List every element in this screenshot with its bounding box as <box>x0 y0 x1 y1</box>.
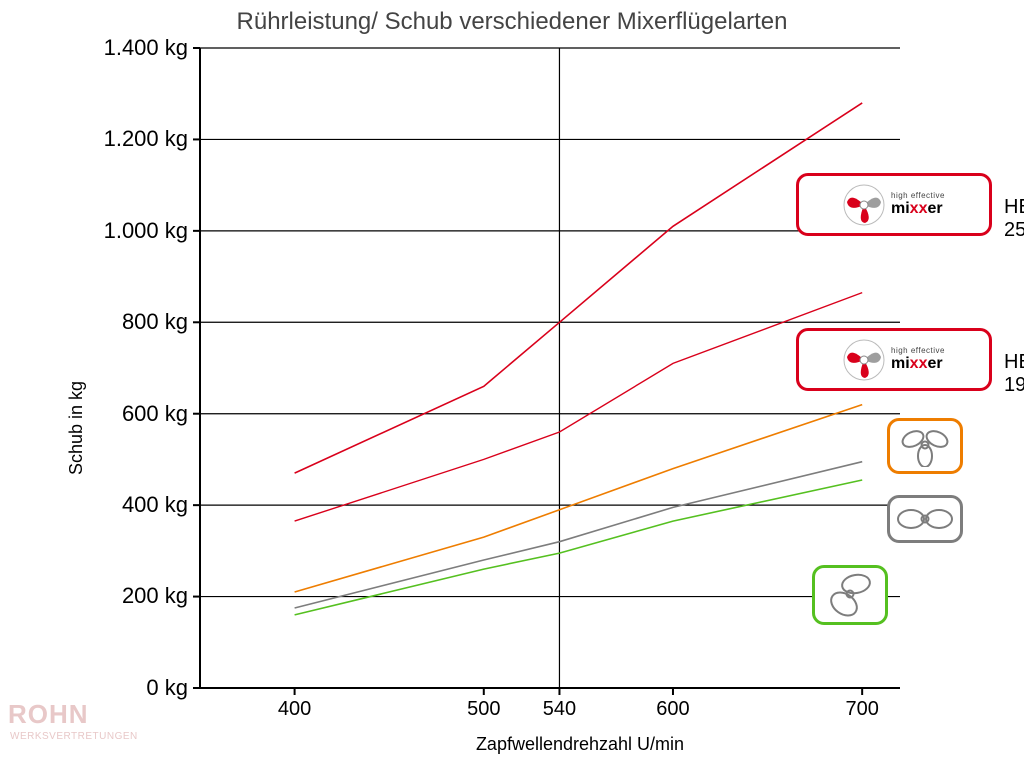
y-tick-label: 600 kg <box>80 401 188 427</box>
propeller-icon <box>894 503 956 535</box>
mixxer-brand: mixxer <box>891 355 945 373</box>
series-green_prop <box>295 480 863 615</box>
legend-he19: high effective mixxer <box>796 328 992 391</box>
plot-area <box>200 48 900 688</box>
mixxer-tagline: high effective <box>891 346 945 355</box>
y-tick-label: 1.000 kg <box>80 218 188 244</box>
mixxer-logo: high effective mixxer <box>843 184 945 226</box>
propeller-icon <box>897 425 953 467</box>
legend-gray <box>887 495 963 543</box>
series-HE 25 <box>295 103 863 473</box>
chart-title: Rührleistung/ Schub verschiedener Mixerf… <box>0 8 1024 36</box>
propeller-icon <box>843 339 885 381</box>
propeller-icon <box>824 572 876 618</box>
series-gray_prop <box>295 462 863 608</box>
y-tick-label: 400 kg <box>80 492 188 518</box>
series-HE 19 <box>295 293 863 521</box>
watermark: ROHN <box>8 699 89 730</box>
watermark-text: ROHN <box>8 699 89 729</box>
mixxer-logo: high effective mixxer <box>843 339 945 381</box>
x-tick-label: 500 <box>454 698 514 721</box>
legend-orange <box>887 418 963 474</box>
legend-ext-label-he19: HE 19 <box>1004 351 1024 397</box>
y-tick-label: 200 kg <box>80 583 188 609</box>
y-tick-label: 1.200 kg <box>80 126 188 152</box>
x-tick-label: 540 <box>529 698 589 721</box>
x-tick-label: 700 <box>832 698 892 721</box>
x-axis-label: Zapfwellendrehzahl U/min <box>430 734 730 755</box>
watermark-sub: WERKSVERTRETUNGEN <box>10 731 138 742</box>
y-tick-label: 1.400 kg <box>80 35 188 61</box>
y-tick-label: 0 kg <box>80 675 188 701</box>
mixxer-brand: mixxer <box>891 200 945 218</box>
x-tick-label: 400 <box>265 698 325 721</box>
mixxer-tagline: high effective <box>891 191 945 200</box>
y-axis-label: Schub in kg <box>66 381 87 475</box>
x-tick-label: 600 <box>643 698 703 721</box>
y-tick-label: 800 kg <box>80 309 188 335</box>
propeller-icon <box>843 184 885 226</box>
legend-ext-label-he25: HE 25 <box>1004 196 1024 242</box>
legend-he25: high effective mixxer <box>796 173 992 236</box>
legend-green <box>812 565 888 625</box>
